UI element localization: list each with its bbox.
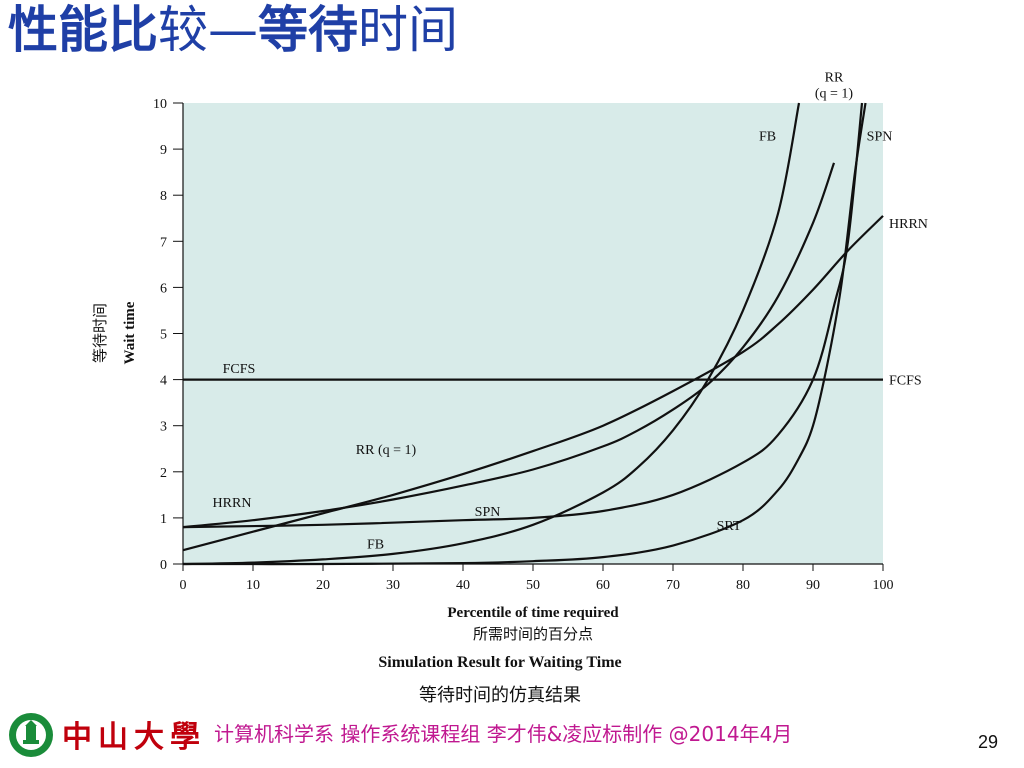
y-tick-label: 0 xyxy=(160,558,167,573)
series-layer xyxy=(182,102,884,566)
y-tick-label: 4 xyxy=(160,374,167,389)
page-title: 性能比较—等待时间 xyxy=(8,0,458,60)
x-tick-label: 10 xyxy=(246,578,260,593)
footer-credits: 计算机科学系 操作系统课程组 李才伟&凌应标制作 @2014年4月 xyxy=(214,722,793,746)
series-label-hrrn: HRRN xyxy=(889,217,928,232)
series-line-fb xyxy=(182,102,801,566)
series-label-fb: FB xyxy=(367,537,384,552)
y-tick-label: 2 xyxy=(160,466,167,481)
university-name: 中山大學 xyxy=(62,720,206,755)
series-line-spn xyxy=(182,102,864,529)
series-labels: FCFS FCFS RR (q = 1) RR(q = 1) FB FB SPN SPN HRR… xyxy=(213,71,928,553)
y-axis-title-zh: 等待时间 xyxy=(91,303,109,363)
y-tick-label: 10 xyxy=(153,97,167,112)
y-tick-label: 5 xyxy=(160,328,167,343)
series-label-rr-q-1: (q = 1) xyxy=(815,87,854,102)
series-label-hrrn: HRRN xyxy=(213,496,252,511)
series-line-rr-q-1 xyxy=(182,162,836,529)
university-logo-icon xyxy=(9,713,53,757)
series-label-fcfs: FCFS xyxy=(223,362,256,377)
series-label-rr-q-1: RR xyxy=(825,71,844,86)
x-tick-label: 70 xyxy=(666,578,680,593)
x-tick-label: 60 xyxy=(596,578,610,593)
y-tick-label: 1 xyxy=(160,512,167,527)
chart-caption: Simulation Result for Waiting Time xyxy=(378,654,622,671)
series-label-spn: SPN xyxy=(867,129,893,144)
x-tick-label: 30 xyxy=(386,578,400,593)
title-part-3: 等待 xyxy=(258,1,358,59)
x-axis-title-zh: 所需时间的百分点 xyxy=(473,625,593,643)
chart-caption-zh: 等待时间的仿真结果 xyxy=(419,685,581,706)
title-part-2: 较— xyxy=(158,1,258,59)
footer: 中山大學 计算机科学系 操作系统课程组 李才伟&凌应标制作 @2014年4月 2… xyxy=(0,706,1024,766)
y-tick-label: 3 xyxy=(160,420,167,435)
series-label-rr-q-1: RR (q = 1) xyxy=(356,443,417,458)
title-part-4: 时间 xyxy=(358,1,458,59)
series-label-fb: FB xyxy=(759,129,776,144)
series-line-hrrn xyxy=(182,215,884,552)
y-axis-title: Wait time xyxy=(122,301,138,364)
x-tick-label: 100 xyxy=(873,578,894,593)
x-tick-label: 50 xyxy=(526,578,540,593)
plot-background xyxy=(183,103,883,564)
series-label-srt: SRT xyxy=(717,519,742,534)
x-tick-label: 20 xyxy=(316,578,330,593)
series-label-spn: SPN xyxy=(475,505,501,520)
y-tick-label: 8 xyxy=(160,189,167,204)
x-tick-label: 40 xyxy=(456,578,470,593)
page-number: 29 xyxy=(978,732,999,752)
x-tick-label: 80 xyxy=(736,578,750,593)
x-axis-title: Percentile of time required xyxy=(447,605,619,621)
title-part-1: 性能比 xyxy=(8,1,158,59)
y-tick-label: 6 xyxy=(160,281,167,296)
series-label-fcfs: FCFS xyxy=(889,374,922,389)
y-tick-label: 7 xyxy=(160,235,167,250)
y-tick-label: 9 xyxy=(160,143,167,158)
x-tick-label: 90 xyxy=(806,578,820,593)
x-tick-label: 0 xyxy=(180,578,187,593)
series-line-srt xyxy=(182,102,867,566)
